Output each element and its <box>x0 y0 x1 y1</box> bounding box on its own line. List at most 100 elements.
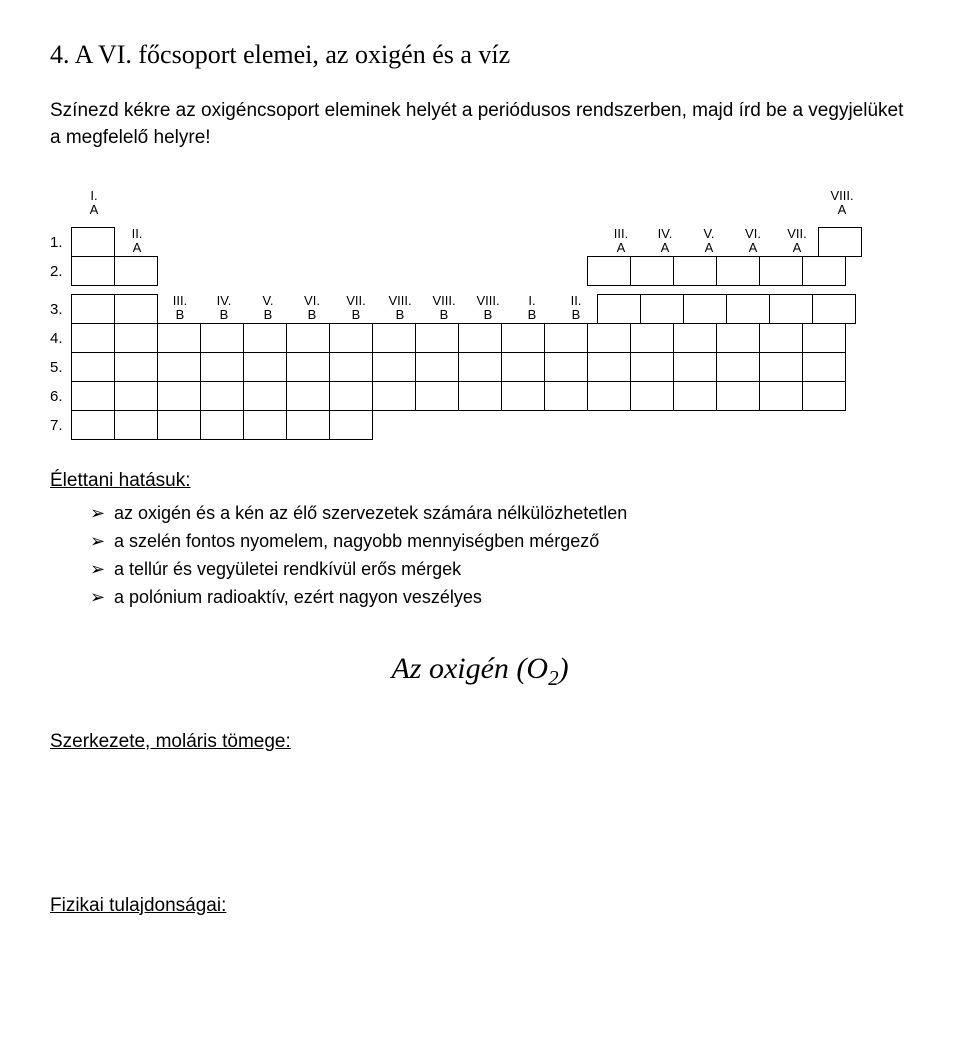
pt-cell <box>501 381 545 411</box>
pt-cell <box>501 352 545 382</box>
label-IVB: IV.B <box>202 286 246 324</box>
label-VIIIB2: VIII.B <box>422 286 466 324</box>
label-IIIB: III.B <box>158 286 202 324</box>
pt-cell <box>286 323 330 353</box>
pt-cell <box>200 381 244 411</box>
pt-cell <box>587 381 631 411</box>
pt-cell <box>802 352 846 382</box>
pt-cell <box>716 352 760 382</box>
label-VB: V.B <box>246 286 290 324</box>
row-number: 6. <box>50 388 72 411</box>
pt-cell <box>759 256 803 286</box>
label-VA: V.A <box>687 219 731 257</box>
pt-cell <box>71 323 115 353</box>
physical-heading: Fizikai tulajdonságai: <box>50 895 910 917</box>
pt-cell <box>71 381 115 411</box>
pt-cell <box>157 352 201 382</box>
pt-cell <box>630 381 674 411</box>
pt-cell <box>587 323 631 353</box>
pt-cell <box>812 294 856 324</box>
pt-cell <box>587 256 631 286</box>
label-VIIIA: VIII.A <box>820 181 864 219</box>
label-VIIIB3: VIII.B <box>466 286 510 324</box>
pt-cell <box>673 352 717 382</box>
pt-cell <box>415 381 459 411</box>
intro-text: Színezd kékre az oxigéncsoport eleminek … <box>50 98 910 151</box>
row-number: 7. <box>50 417 72 440</box>
oxygen-heading: Az oxigén (O2) <box>50 652 910 691</box>
pt-cell <box>243 410 287 440</box>
list-item: a szelén fontos nyomelem, nagyobb mennyi… <box>90 528 910 556</box>
pt-cell <box>243 323 287 353</box>
pt-cell <box>802 323 846 353</box>
pt-cell <box>630 256 674 286</box>
pt-cell <box>114 410 158 440</box>
pt-cell <box>769 294 813 324</box>
label-IIIA: III.A <box>599 219 643 257</box>
effects-list: az oxigén és a kén az élő szervezetek sz… <box>50 500 910 612</box>
row-number: 2. <box>50 263 72 286</box>
label-VIIIB1: VIII.B <box>378 286 422 324</box>
pt-cell <box>415 323 459 353</box>
pt-cell <box>544 352 588 382</box>
list-item: a tellúr és vegyületei rendkívül erős mé… <box>90 556 910 584</box>
pt-cell <box>200 352 244 382</box>
pt-cell <box>71 294 115 324</box>
label-IA: I.A <box>72 181 116 219</box>
pt-cell <box>683 294 727 324</box>
pt-cell <box>71 410 115 440</box>
pt-cell <box>716 323 760 353</box>
pt-cell <box>71 352 115 382</box>
pt-cell <box>587 352 631 382</box>
row-number: 5. <box>50 359 72 382</box>
pt-cell <box>114 381 158 411</box>
pt-cell <box>673 256 717 286</box>
label-VIIB: VII.B <box>334 286 378 324</box>
pt-cell <box>640 294 684 324</box>
pt-cell <box>243 381 287 411</box>
pt-cell <box>286 352 330 382</box>
label-IIB: II.B <box>554 286 598 324</box>
pt-cell <box>673 323 717 353</box>
pt-cell <box>726 294 770 324</box>
pt-cell <box>157 381 201 411</box>
pt-cell <box>372 352 416 382</box>
pt-cell <box>716 381 760 411</box>
row-number: 4. <box>50 330 72 353</box>
pt-cell <box>544 323 588 353</box>
list-item: az oxigén és a kén az élő szervezetek sz… <box>90 500 910 528</box>
pt-cell <box>415 352 459 382</box>
pt-cell <box>818 227 862 257</box>
pt-cell <box>286 381 330 411</box>
pt-cell <box>458 381 502 411</box>
pt-cell <box>157 323 201 353</box>
pt-cell <box>200 410 244 440</box>
pt-cell <box>630 323 674 353</box>
pt-cell <box>759 352 803 382</box>
pt-cell <box>157 410 201 440</box>
pt-cell <box>329 381 373 411</box>
label-IIA: II.A <box>115 219 159 257</box>
list-item: a polónium radioaktív, ezért nagyon vesz… <box>90 584 910 612</box>
pt-cell <box>716 256 760 286</box>
pt-cell <box>286 410 330 440</box>
pt-cell <box>673 381 717 411</box>
pt-cell <box>372 323 416 353</box>
pt-cell <box>71 227 115 257</box>
pt-cell <box>329 323 373 353</box>
pt-cell <box>458 352 502 382</box>
pt-cell <box>114 323 158 353</box>
pt-cell <box>597 294 641 324</box>
pt-cell <box>114 256 158 286</box>
pt-cell <box>71 256 115 286</box>
label-IB: I.B <box>510 286 554 324</box>
pt-cell <box>544 381 588 411</box>
effects-heading: Élettani hatásuk: <box>50 470 910 492</box>
label-VIIA: VII.A <box>775 219 819 257</box>
pt-cell <box>114 294 158 324</box>
row-number: 3. <box>50 301 72 324</box>
label-VIA: VI.A <box>731 219 775 257</box>
pt-cell <box>501 323 545 353</box>
pt-cell <box>329 410 373 440</box>
structure-heading: Szerkezete, moláris tömege: <box>50 731 910 753</box>
